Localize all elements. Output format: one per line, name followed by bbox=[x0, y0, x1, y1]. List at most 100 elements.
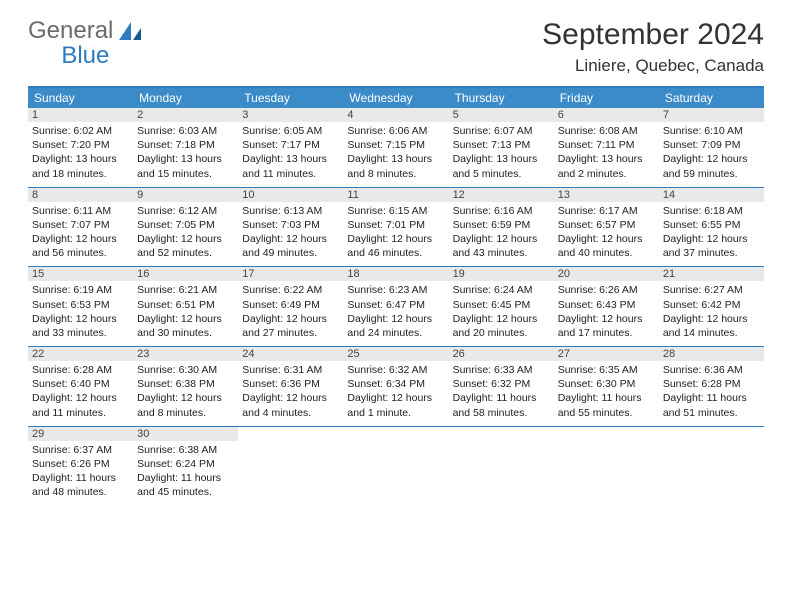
day-cell: 8 Sunrise: 6:11 AMSunset: 7:07 PMDaylight… bbox=[28, 188, 133, 267]
day-number: 24 bbox=[242, 348, 339, 360]
daylight-line: Daylight: 12 hours and 8 minutes. bbox=[137, 391, 234, 419]
day-info: Sunrise: 6:38 AMSunset: 6:24 PMDaylight:… bbox=[137, 443, 234, 500]
daylight-line: Daylight: 12 hours and 24 minutes. bbox=[347, 312, 444, 340]
day-number-bar: 25 bbox=[343, 347, 448, 361]
day-number-bar: 1 bbox=[28, 108, 133, 122]
day-cell: 11Sunrise: 6:15 AMSunset: 7:01 PMDayligh… bbox=[343, 188, 448, 267]
day-number: 28 bbox=[663, 348, 760, 360]
daylight-line: Daylight: 12 hours and 43 minutes. bbox=[453, 232, 550, 260]
day-number: 15 bbox=[32, 268, 129, 280]
day-info: Sunrise: 6:06 AMSunset: 7:15 PMDaylight:… bbox=[347, 124, 444, 181]
week-row: 22Sunrise: 6:28 AMSunset: 6:40 PMDayligh… bbox=[28, 347, 764, 427]
sunset-line: Sunset: 7:15 PM bbox=[347, 138, 444, 152]
sunset-line: Sunset: 6:57 PM bbox=[558, 218, 655, 232]
day-number: 18 bbox=[347, 268, 444, 280]
day-of-week-header: Sunday Monday Tuesday Wednesday Thursday… bbox=[28, 88, 764, 108]
dow-tue: Tuesday bbox=[238, 88, 343, 108]
daylight-line: Daylight: 12 hours and 11 minutes. bbox=[32, 391, 129, 419]
sunset-line: Sunset: 6:42 PM bbox=[663, 298, 760, 312]
day-info: Sunrise: 6:16 AMSunset: 6:59 PMDaylight:… bbox=[453, 204, 550, 261]
daylight-line: Daylight: 12 hours and 46 minutes. bbox=[347, 232, 444, 260]
sunrise-line: Sunrise: 6:36 AM bbox=[663, 363, 760, 377]
dow-thu: Thursday bbox=[449, 88, 554, 108]
sunset-line: Sunset: 6:28 PM bbox=[663, 377, 760, 391]
sail-icon bbox=[117, 20, 143, 47]
day-info: Sunrise: 6:22 AMSunset: 6:49 PMDaylight:… bbox=[242, 283, 339, 340]
sunset-line: Sunset: 7:17 PM bbox=[242, 138, 339, 152]
day-number: 20 bbox=[558, 268, 655, 280]
day-number-bar: 12 bbox=[449, 188, 554, 202]
sunset-line: Sunset: 6:49 PM bbox=[242, 298, 339, 312]
sunrise-line: Sunrise: 6:28 AM bbox=[32, 363, 129, 377]
day-info: Sunrise: 6:07 AMSunset: 7:13 PMDaylight:… bbox=[453, 124, 550, 181]
week-row: 29Sunrise: 6:37 AMSunset: 6:26 PMDayligh… bbox=[28, 427, 764, 506]
sunset-line: Sunset: 6:40 PM bbox=[32, 377, 129, 391]
empty-cell bbox=[554, 427, 659, 506]
dow-fri: Friday bbox=[554, 88, 659, 108]
day-info: Sunrise: 6:30 AMSunset: 6:38 PMDaylight:… bbox=[137, 363, 234, 420]
day-number-bar: 17 bbox=[238, 267, 343, 281]
day-info: Sunrise: 6:27 AMSunset: 6:42 PMDaylight:… bbox=[663, 283, 760, 340]
title-block: September 2024 Liniere, Quebec, Canada bbox=[542, 18, 764, 76]
sunrise-line: Sunrise: 6:02 AM bbox=[32, 124, 129, 138]
daylight-line: Daylight: 12 hours and 14 minutes. bbox=[663, 312, 760, 340]
day-number-bar: 19 bbox=[449, 267, 554, 281]
sunrise-line: Sunrise: 6:13 AM bbox=[242, 204, 339, 218]
empty-cell bbox=[343, 427, 448, 506]
day-number-bar: 30 bbox=[133, 427, 238, 441]
day-cell: 4Sunrise: 6:06 AMSunset: 7:15 PMDaylight… bbox=[343, 108, 448, 187]
day-number: 26 bbox=[453, 348, 550, 360]
day-number: 13 bbox=[558, 189, 655, 201]
header: General Blue September 2024 Liniere, Que… bbox=[28, 18, 764, 76]
day-cell: 12 Sunrise: 6:16 AMSunset: 6:59 PMDayligh… bbox=[449, 188, 554, 267]
day-info: Sunrise: 6:05 AMSunset: 7:17 PMDaylight:… bbox=[242, 124, 339, 181]
day-cell: 10Sunrise: 6:13 AMSunset: 7:03 PMDayligh… bbox=[238, 188, 343, 267]
dow-wed: Wednesday bbox=[343, 88, 448, 108]
day-number: 12 bbox=[453, 189, 550, 201]
day-number: 6 bbox=[558, 109, 655, 121]
day-cell: 3Sunrise: 6:05 AMSunset: 7:17 PMDaylight… bbox=[238, 108, 343, 187]
day-number: 29 bbox=[32, 428, 129, 440]
sunset-line: Sunset: 6:51 PM bbox=[137, 298, 234, 312]
sunrise-line: Sunrise: 6:23 AM bbox=[347, 283, 444, 297]
sunset-line: Sunset: 6:36 PM bbox=[242, 377, 339, 391]
page: General Blue September 2024 Liniere, Que… bbox=[0, 0, 792, 505]
sunrise-line: Sunrise: 6:37 AM bbox=[32, 443, 129, 457]
sunrise-line: Sunrise: 6:08 AM bbox=[558, 124, 655, 138]
day-number-bar: 14 bbox=[659, 188, 764, 202]
sunrise-line: Sunrise: 6:22 AM bbox=[242, 283, 339, 297]
day-number: 25 bbox=[347, 348, 444, 360]
day-cell: 28 Sunrise: 6:36 AMSunset: 6:28 PMDayligh… bbox=[659, 347, 764, 426]
day-number-bar: 16 bbox=[133, 267, 238, 281]
brand-logo: General Blue bbox=[28, 18, 143, 68]
day-number: 17 bbox=[242, 268, 339, 280]
day-number: 10 bbox=[242, 189, 339, 201]
day-cell: 18Sunrise: 6:23 AMSunset: 6:47 PMDayligh… bbox=[343, 267, 448, 346]
empty-cell bbox=[449, 427, 554, 506]
day-info: Sunrise: 6:11 AMSunset: 7:07 PMDaylight:… bbox=[32, 204, 129, 261]
daylight-line: Daylight: 11 hours and 45 minutes. bbox=[137, 471, 234, 499]
day-number-bar: 15 bbox=[28, 267, 133, 281]
daylight-line: Daylight: 12 hours and 33 minutes. bbox=[32, 312, 129, 340]
empty-cell bbox=[659, 427, 764, 506]
day-cell: 17 Sunrise: 6:22 AMSunset: 6:49 PMDayligh… bbox=[238, 267, 343, 346]
day-cell: 6Sunrise: 6:08 AMSunset: 7:11 PMDaylight… bbox=[554, 108, 659, 187]
week-row: 8 Sunrise: 6:11 AMSunset: 7:07 PMDaylight… bbox=[28, 188, 764, 268]
daylight-line: Daylight: 12 hours and 20 minutes. bbox=[453, 312, 550, 340]
day-number-bar: 27 bbox=[554, 347, 659, 361]
day-number-bar: 8 bbox=[28, 188, 133, 202]
daylight-line: Daylight: 12 hours and 4 minutes. bbox=[242, 391, 339, 419]
day-cell: 30 Sunrise: 6:38 AMSunset: 6:24 PMDayligh… bbox=[133, 427, 238, 506]
sunrise-line: Sunrise: 6:11 AM bbox=[32, 204, 129, 218]
sunset-line: Sunset: 6:30 PM bbox=[558, 377, 655, 391]
daylight-line: Daylight: 12 hours and 56 minutes. bbox=[32, 232, 129, 260]
day-number: 19 bbox=[453, 268, 550, 280]
brand-part2: Blue bbox=[61, 42, 109, 69]
sunrise-line: Sunrise: 6:17 AM bbox=[558, 204, 655, 218]
day-info: Sunrise: 6:02 AMSunset: 7:20 PMDaylight:… bbox=[32, 124, 129, 181]
sunrise-line: Sunrise: 6:21 AM bbox=[137, 283, 234, 297]
day-info: Sunrise: 6:36 AMSunset: 6:28 PMDaylight:… bbox=[663, 363, 760, 420]
day-number: 2 bbox=[137, 109, 234, 121]
day-info: Sunrise: 6:17 AMSunset: 6:57 PMDaylight:… bbox=[558, 204, 655, 261]
daylight-line: Daylight: 12 hours and 37 minutes. bbox=[663, 232, 760, 260]
